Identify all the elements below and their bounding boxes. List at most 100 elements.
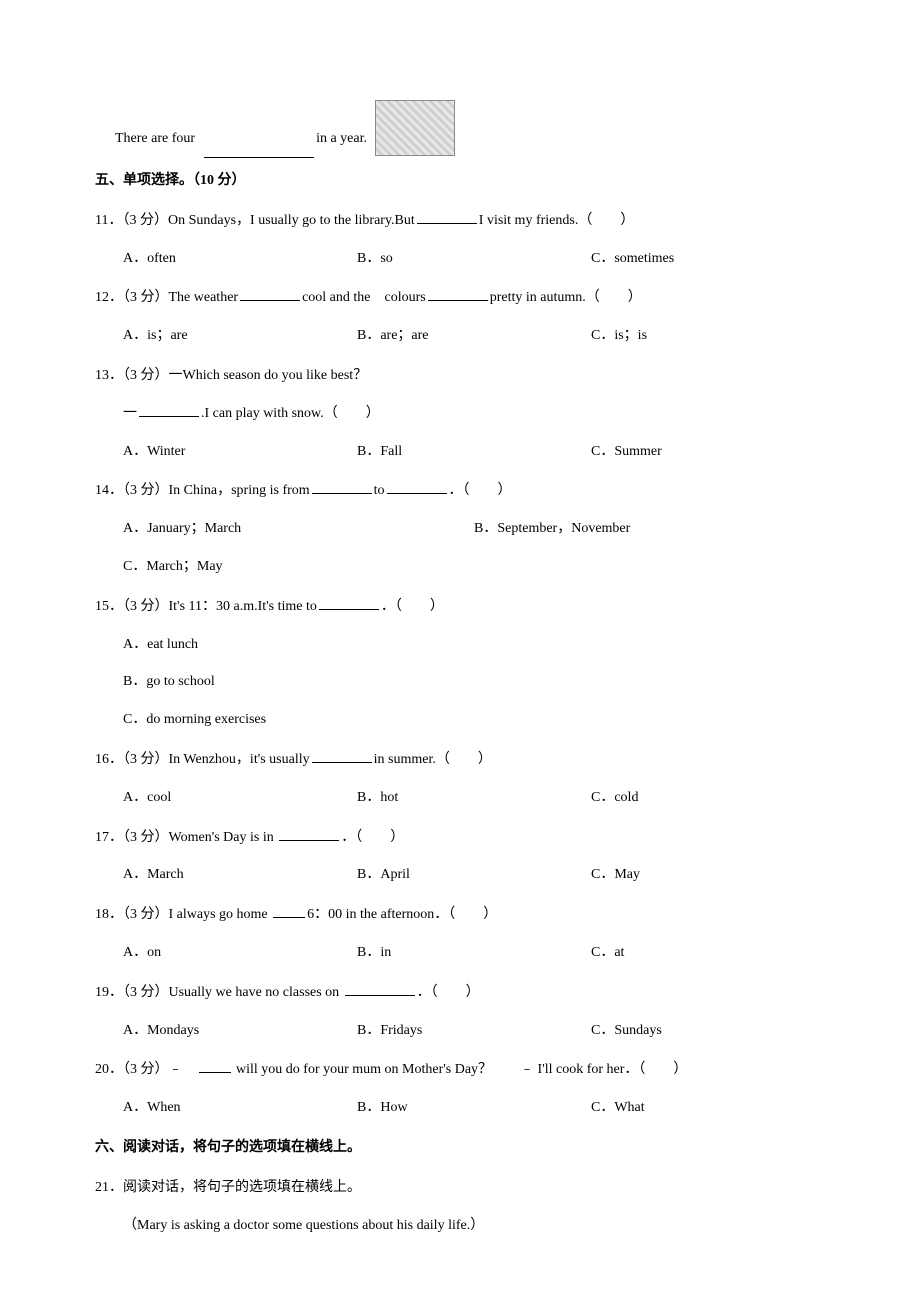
q16-stem: 16．（3 分）In Wenzhou，it's usually in summer… [95,741,825,779]
q13-opt-b[interactable]: B．Fall [357,433,591,471]
q14-text-a: In China，spring is from [169,483,310,498]
q14-options-row2: C．March；May [95,548,825,586]
q14-opt-a[interactable]: A．January；March [123,510,474,548]
q16-points: （3 分） [123,752,169,767]
q20-points: （3 分） [123,1062,169,1077]
q14-num: 14． [95,483,123,498]
q11-blank[interactable] [417,210,477,224]
section-5-title: 五、单项选择。（10 分） [95,162,825,200]
q14-blank-2[interactable] [387,480,447,494]
q11-points: （3 分） [122,213,168,228]
q19-opt-c[interactable]: C．Sundays [591,1012,825,1050]
q17-opt-c[interactable]: C．May [591,856,825,894]
q18-points: （3 分） [123,907,169,922]
q14-text-b: to [374,483,385,498]
q17-num: 17． [95,830,123,845]
q16-opt-c[interactable]: C．cold [591,779,825,817]
q13-line1: 一Which season do you like best？ [169,368,368,383]
q20-opt-c[interactable]: C．What [591,1089,825,1127]
q15-opt-a[interactable]: A．eat lunch [123,626,825,664]
q13-points: （3 分） [123,368,169,383]
q21-stem: 21．阅读对话，将句子的选项填在横线上。 [95,1169,825,1207]
q12-blank-1[interactable] [240,287,300,301]
q14-opt-c[interactable]: C．March；May [123,548,825,586]
q15-stem: 15．（3 分）It's 11：30 a.m.It's time to ．（ ） [95,588,825,626]
q18-opt-a[interactable]: A．on [123,934,357,972]
q12-points: （3 分） [123,290,169,305]
q15-blank[interactable] [319,596,379,610]
q17-opt-b[interactable]: B．April [357,856,591,894]
q16-text-a: In Wenzhou，it's usually [169,752,310,767]
q14-options-row1: A．January；March B．September，November [95,510,825,548]
q13-options: A．Winter B．Fall C．Summer [95,433,825,471]
q15-num: 15． [95,599,123,614]
q16-text-b: in summer.（ ） [374,752,492,767]
q13-line2-a: 一 [123,406,137,421]
q14-opt-b[interactable]: B．September，November [474,510,825,548]
q16-opt-a[interactable]: A．cool [123,779,357,817]
q17-stem: 17．（3 分）Women's Day is in ．（ ） [95,819,825,857]
q20-options: A．When B．How C．What [95,1089,825,1127]
q15-options: A．eat lunch B．go to school C．do morning … [95,626,825,739]
q21-num: 21． [95,1180,123,1195]
q20-stem: 20．（3 分）﹣ will you do for your mum on Mo… [95,1051,825,1089]
q15-opt-b[interactable]: B．go to school [123,663,825,701]
q13-opt-a[interactable]: A．Winter [123,433,357,471]
q17-points: （3 分） [123,830,169,845]
q21-context: （Mary is asking a doctor some questions … [95,1207,825,1245]
q18-opt-c[interactable]: C．at [591,934,825,972]
q19-options: A．Mondays B．Fridays C．Sundays [95,1012,825,1050]
q20-blank[interactable] [199,1059,231,1073]
q19-opt-b[interactable]: B．Fridays [357,1012,591,1050]
q19-points: （3 分） [123,985,169,1000]
q12-stem: 12．（3 分）The weathercool and the coloursp… [95,279,825,317]
q12-text-b: cool and the colours [302,290,426,305]
q15-points: （3 分） [123,599,169,614]
q17-text-b: ．（ ） [341,830,404,845]
fillin-prefix: There are four [115,120,195,158]
q12-options: A．is；are B．are；are C．is；is [95,317,825,355]
q20-text-b: will you do for your mum on Mother's Day… [233,1062,688,1077]
q15-text-a: It's 11：30 a.m.It's time to [169,599,317,614]
q14-blank-1[interactable] [312,480,372,494]
q20-text-a: ﹣ [169,1062,197,1077]
q18-options: A．on B．in C．at [95,934,825,972]
q16-opt-b[interactable]: B．hot [357,779,591,817]
q13-num: 13． [95,368,123,383]
q18-opt-b[interactable]: B．in [357,934,591,972]
q21-text: 阅读对话，将句子的选项填在横线上。 [123,1180,361,1195]
q20-num: 20． [95,1062,123,1077]
q12-num: 12． [95,290,123,305]
q16-blank[interactable] [312,749,372,763]
q17-text-a: Women's Day is in [169,830,278,845]
q15-text-b: ．（ ） [381,599,444,614]
q19-opt-a[interactable]: A．Mondays [123,1012,357,1050]
q20-opt-a[interactable]: A．When [123,1089,357,1127]
q11-text-a: On Sundays，I usually go to the library.B… [168,213,415,228]
q16-num: 16． [95,752,123,767]
q11-opt-a[interactable]: A．often [123,240,357,278]
q13-line2-b: .I can play with snow.（ ） [201,406,380,421]
q14-points: （3 分） [123,483,169,498]
q19-stem: 19．（3 分）Usually we have no classes on ．（… [95,974,825,1012]
q19-text-a: Usually we have no classes on [169,985,343,1000]
q12-blank-2[interactable] [428,287,488,301]
q14-stem: 14．（3 分）In China，spring is fromto．（ ） [95,472,825,510]
q18-blank[interactable] [273,904,305,918]
q12-opt-a[interactable]: A．is；are [123,317,357,355]
q13-blank[interactable] [139,403,199,417]
q20-opt-b[interactable]: B．How [357,1089,591,1127]
q17-opt-a[interactable]: A．March [123,856,357,894]
q11-opt-b[interactable]: B．so [357,240,591,278]
q11-opt-c[interactable]: C．sometimes [591,240,825,278]
q11-stem: 11．（3 分）On Sundays，I usually go to the l… [95,202,825,240]
q19-text-b: ．（ ） [417,985,480,1000]
fillin-blank[interactable] [204,144,314,158]
q17-blank[interactable] [279,827,339,841]
q12-opt-c[interactable]: C．is；is [591,317,825,355]
q15-opt-c[interactable]: C．do morning exercises [123,701,825,739]
q12-opt-b[interactable]: B．are；are [357,317,591,355]
q11-text-b: I visit my friends.（ ） [479,213,635,228]
q19-blank[interactable] [345,982,415,996]
q13-opt-c[interactable]: C．Summer [591,433,825,471]
